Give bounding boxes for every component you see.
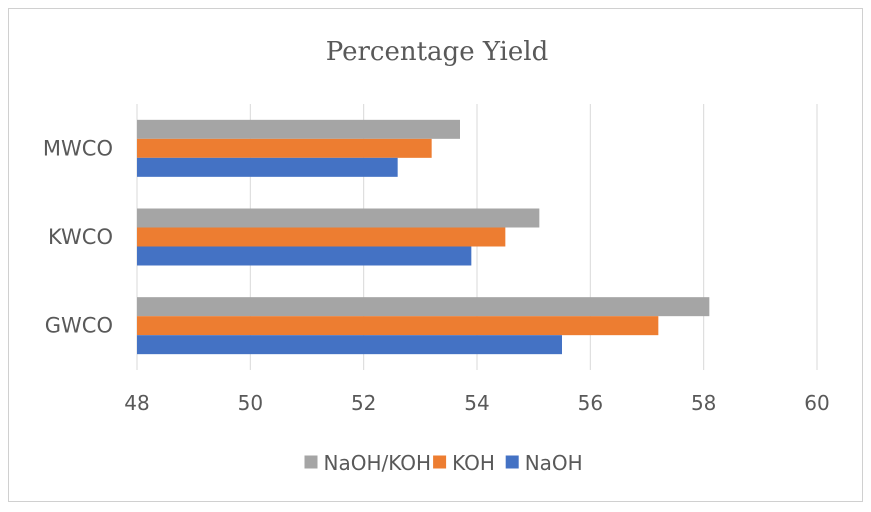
x-tick-label: 48: [124, 391, 149, 415]
x-tick-label: 58: [691, 391, 716, 415]
legend-swatch: [505, 455, 519, 469]
y-axis-categories: MWCO KWCO GWCO: [43, 136, 113, 337]
chart-title: Percentage Yield: [326, 37, 548, 67]
x-tick-label: 52: [351, 391, 376, 415]
x-tick-label: 54: [464, 391, 489, 415]
legend-label: NaOH/KOH: [324, 451, 432, 475]
bar-gwco-koh: [137, 316, 659, 336]
bar-mwco-naoh-koh: [137, 119, 460, 139]
category-label: MWCO: [43, 136, 113, 160]
bar-gwco-naoh-koh: [137, 297, 710, 317]
bar-mwco-naoh: [137, 157, 398, 177]
bar-mwco-koh: [137, 138, 432, 158]
bar-gwco-naoh: [137, 335, 562, 355]
x-axis-ticks: 48 50 52 54 56 58 60: [124, 391, 829, 415]
category-label: GWCO: [45, 314, 113, 338]
legend: NaOH/KOH KOH NaOH: [304, 451, 583, 475]
x-tick-label: 50: [238, 391, 263, 415]
x-tick-label: 60: [804, 391, 829, 415]
legend-swatch: [433, 455, 447, 469]
x-tick-label: 56: [578, 391, 603, 415]
category-label: KWCO: [48, 225, 113, 249]
bar-kwco-koh: [137, 227, 506, 247]
legend-label: NaOH: [525, 451, 583, 475]
bars: [137, 119, 710, 355]
bar-kwco-naoh-koh: [137, 208, 540, 228]
legend-swatch: [304, 455, 318, 469]
legend-label: KOH: [452, 451, 495, 475]
bar-kwco-naoh: [137, 246, 472, 266]
